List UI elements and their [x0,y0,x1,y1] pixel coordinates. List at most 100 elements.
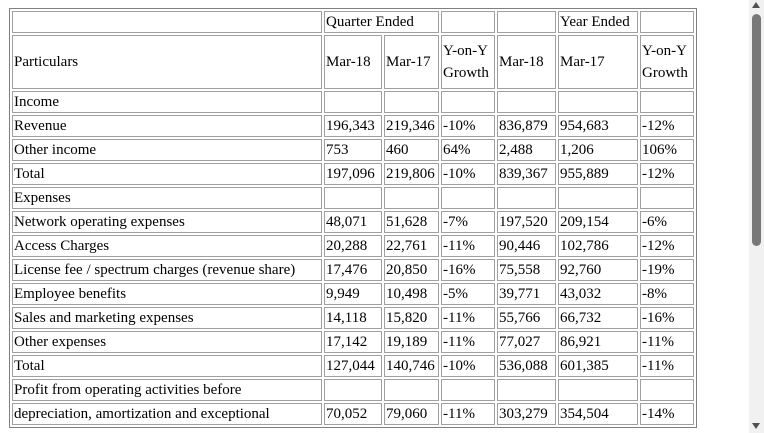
year-mar18-header: Mar-18 [497,35,556,89]
table-row: Revenue 196,343 219,346 -10% 836,879 954,683-… [12,115,694,137]
quarter-mar18-cell: 20,288 [324,235,382,257]
quarter-mar17-cell: 22,761 [384,235,439,257]
year-mar18-cell: 2,488 [497,139,556,161]
empty-cell [497,379,556,401]
header-row-columns: Particulars Mar-18 Mar-17 Y-on-Y Growth … [12,35,694,89]
empty-cell [640,91,694,113]
year-growth-cell: -16% [640,307,694,329]
quarter-mar18-cell: 127,044 [324,355,382,377]
quarter-mar17-cell: 20,850 [384,259,439,281]
year-mar18-cell: 90,446 [497,235,556,257]
year-growth-line1: Y-on-Y [642,43,687,59]
header-blank-cell [497,11,556,33]
empty-cell [441,379,495,401]
quarter-mar17-cell: 460 [384,139,439,161]
year-growth-cell: -12% [640,115,694,137]
table-row: Sales and marketing expenses 14,118 15,820… [12,307,694,329]
quarter-mar17-cell: 10,498 [384,283,439,305]
year-growth-cell: -6% [640,211,694,233]
empty-cell [384,91,439,113]
quarter-mar17-cell: 51,628 [384,211,439,233]
year-mar18-cell: 303,279 [497,403,556,425]
year-growth-header: Y-on-Y Growth [640,35,694,89]
empty-cell [324,379,382,401]
header-blank-cell [640,11,694,33]
quarter-growth-cell: 64% [441,139,495,161]
quarter-mar17-cell: 79,060 [384,403,439,425]
year-mar17-cell: 209,154 [558,211,638,233]
quarter-growth-cell: -11% [441,403,495,425]
quarter-mar18-cell: 14,118 [324,307,382,329]
quarter-mar17-cell: 219,346 [384,115,439,137]
year-mar17-cell: 102,786 [558,235,638,257]
year-growth-cell: -11% [640,355,694,377]
quarter-mar18-cell: 70,052 [324,403,382,425]
financial-table-body: Quarter Ended Year Ended Particulars Mar… [12,11,694,425]
row-label-cell: Total [12,163,322,185]
year-mar18-cell: 77,027 [497,331,556,353]
year-mar17-cell: 955,889 [558,163,638,185]
empty-cell [441,187,495,209]
row-label-cell: Employee benefits [12,283,322,305]
scroll-down-arrow-icon[interactable] [752,423,760,429]
quarter-mar18-cell: 17,142 [324,331,382,353]
empty-cell [324,91,382,113]
row-label-cell: Access Charges [12,235,322,257]
quarter-growth-line1: Y-on-Y [443,43,488,59]
quarter-mar18-cell: 197,096 [324,163,382,185]
year-mar18-cell: 839,367 [497,163,556,185]
year-ended-header: Year Ended [558,11,638,33]
table-row: Network operating expenses 48,071 51,628 -7… [12,211,694,233]
empty-cell [640,379,694,401]
year-mar18-cell: 836,879 [497,115,556,137]
quarter-growth-cell: -7% [441,211,495,233]
table-row: Expenses [12,187,694,209]
row-label-cell: Sales and marketing expenses [12,307,322,329]
table-row: depreciation, amortization and exception… [12,403,694,425]
empty-cell [497,187,556,209]
quarter-growth-cell: -11% [441,307,495,329]
quarter-growth-cell: -10% [441,163,495,185]
quarter-mar18-cell: 48,071 [324,211,382,233]
quarter-growth-cell: -16% [441,259,495,281]
quarter-mar18-cell: 196,343 [324,115,382,137]
year-mar18-cell: 536,088 [497,355,556,377]
vertical-scrollbar[interactable] [749,0,764,433]
section-label-cell: Expenses [12,187,322,209]
table-row: Profit from operating activities before [12,379,694,401]
quarter-growth-cell: -11% [441,331,495,353]
year-growth-cell: 106% [640,139,694,161]
row-label-cell: depreciation, amortization and exception… [12,403,322,425]
quarter-growth-cell: -10% [441,355,495,377]
section-label-cell: Income [12,91,322,113]
year-growth-cell: -14% [640,403,694,425]
year-mar17-cell: 601,385 [558,355,638,377]
quarter-mar17-header: Mar-17 [384,35,439,89]
year-mar18-cell: 55,766 [497,307,556,329]
table-row: Other income 753 460 64% 2,488 1,206 106% [12,139,694,161]
empty-cell [497,91,556,113]
scrollbar-thumb[interactable] [752,14,761,246]
row-label-cell: Other expenses [12,331,322,353]
empty-cell [384,187,439,209]
particulars-header: Particulars [12,35,322,89]
year-growth-cell: -19% [640,259,694,281]
quarter-mar17-cell: 19,189 [384,331,439,353]
year-growth-cell: -12% [640,235,694,257]
table-row: License fee / spectrum charges (revenue … [12,259,694,281]
quarter-mar18-cell: 753 [324,139,382,161]
quarter-growth-line2: Growth [443,65,489,81]
year-mar18-cell: 39,771 [497,283,556,305]
header-blank-cell [441,11,495,33]
year-mar17-header: Mar-17 [558,35,638,89]
table-row: Total 127,044 140,746 -10% 536,088 601,385 -11… [12,355,694,377]
scroll-up-arrow-icon[interactable] [752,2,760,8]
quarter-ended-header: Quarter Ended [324,11,439,33]
quarter-growth-cell: -11% [441,235,495,257]
year-mar17-cell: 1,206 [558,139,638,161]
financial-table: Quarter Ended Year Ended Particulars Mar… [9,8,697,428]
empty-cell [441,91,495,113]
empty-cell [640,187,694,209]
quarter-mar18-cell: 17,476 [324,259,382,281]
